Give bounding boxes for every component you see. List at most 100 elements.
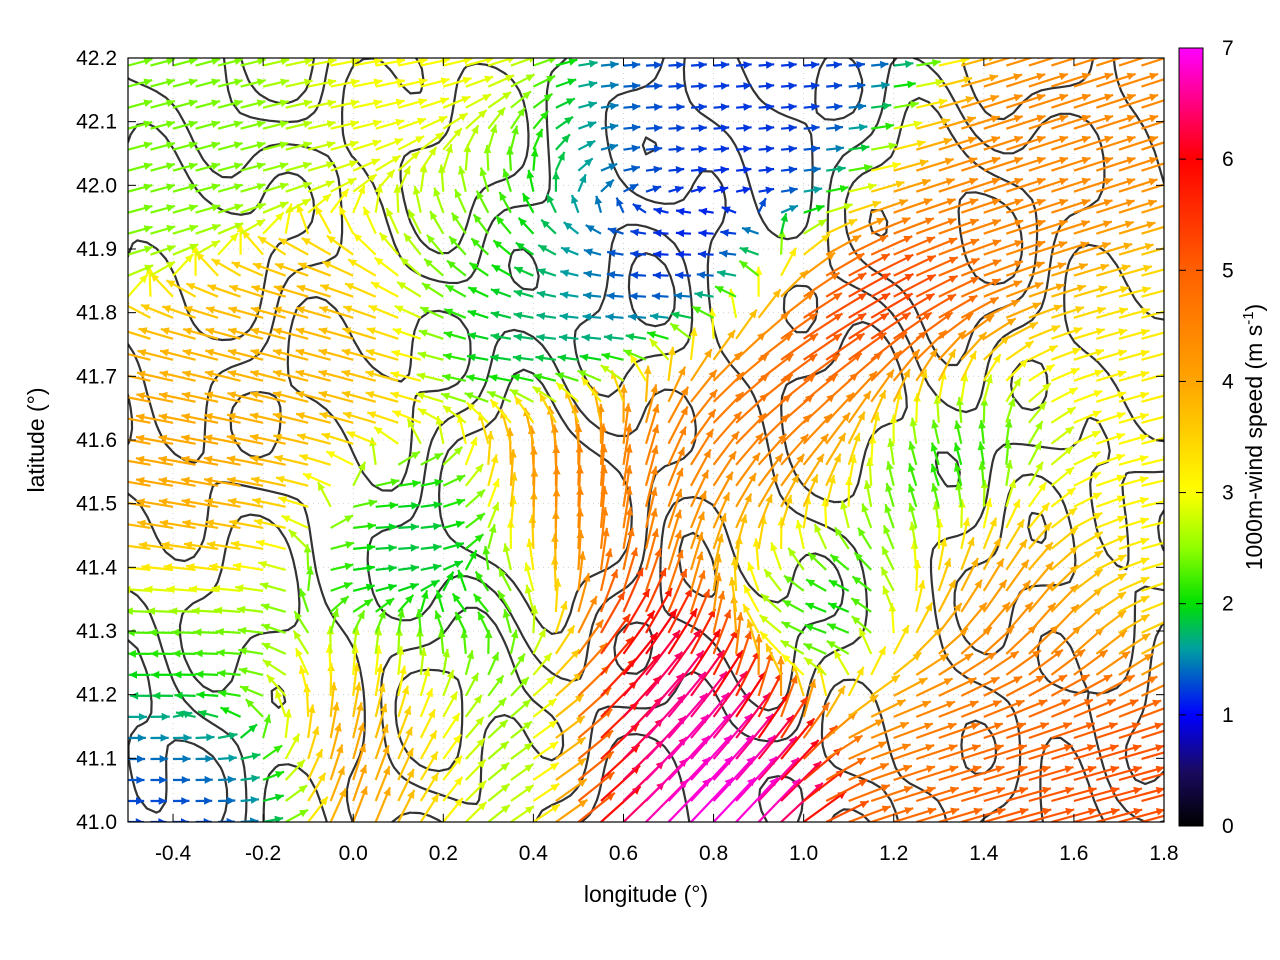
- wind-arrow-head: [1148, 676, 1158, 684]
- wind-arrow-head: [1073, 327, 1083, 335]
- wind-arrow-head: [715, 286, 724, 294]
- wind-arrow: [783, 574, 805, 592]
- wind-arrow-head: [291, 733, 300, 743]
- wind-arrow: [668, 166, 685, 174]
- wind-arrow: [275, 689, 287, 718]
- wind-arrow-head: [416, 372, 426, 380]
- wind-arrow-head: [281, 515, 291, 523]
- wind-arrow: [128, 589, 129, 591]
- wind-arrow-head: [517, 107, 525, 117]
- wind-arrow-head: [720, 103, 730, 111]
- wind-arrow-head: [888, 142, 898, 151]
- wind-arrow: [217, 183, 244, 193]
- wind-arrow-head: [837, 685, 845, 695]
- wind-arrow: [159, 348, 196, 361]
- wind-arrow-head: [1116, 412, 1126, 420]
- wind-arrow: [675, 250, 692, 259]
- wind-arrow: [781, 599, 805, 613]
- wind-arrow: [675, 207, 692, 216]
- wind-arrow-shaft: [667, 608, 698, 655]
- wind-arrow-head: [811, 103, 820, 111]
- wind-arrow-head: [808, 313, 818, 321]
- wind-arrow: [307, 180, 335, 193]
- wind-arrow-head: [236, 605, 246, 614]
- wind-arrow: [983, 722, 1027, 740]
- wind-arrow: [871, 122, 895, 131]
- wind-arrow-head: [435, 132, 444, 141]
- wind-arrow-head: [904, 254, 914, 262]
- wind-arrow-head: [1098, 285, 1108, 293]
- wind-arrow-head: [301, 238, 311, 246]
- wind-arrow: [352, 785, 368, 822]
- wind-arrow: [397, 608, 405, 634]
- wind-arrow-head: [416, 392, 425, 400]
- wind-arrow: [442, 571, 455, 592]
- wind-arrow: [689, 551, 704, 592]
- wind-arrow: [464, 463, 484, 487]
- wind-arrow-head: [418, 408, 427, 416]
- wind-arrow: [892, 348, 921, 382]
- wind-arrow-head: [181, 498, 191, 506]
- wind-arrow: [217, 162, 243, 172]
- wind-arrow: [412, 185, 422, 213]
- wind-arrow: [318, 348, 354, 361]
- wind-arrow-head: [275, 212, 284, 221]
- wind-arrow-head: [238, 667, 248, 675]
- wind-arrow: [577, 619, 605, 655]
- wind-arrow: [1118, 786, 1164, 803]
- wind-arrow: [645, 103, 663, 111]
- wind-arrow-head: [1092, 410, 1102, 418]
- wind-arrow: [651, 292, 669, 301]
- wind-arrow: [533, 373, 557, 382]
- wind-arrow: [555, 115, 574, 130]
- wind-arrow-head: [159, 391, 168, 400]
- wind-arrow: [487, 719, 509, 739]
- wind-arrow-head: [374, 257, 384, 266]
- wind-arrow: [870, 411, 881, 445]
- wind-arrow: [417, 407, 444, 424]
- wind-arrow: [135, 455, 174, 466]
- wind-arrow: [825, 432, 847, 466]
- wind-arrow-head: [471, 672, 479, 682]
- wind-arrow: [594, 195, 603, 213]
- wind-arrow-shaft: [128, 304, 152, 319]
- wind-arrow: [960, 278, 1002, 298]
- wind-arrow: [307, 704, 316, 739]
- wind-arrow-head: [367, 522, 376, 530]
- wind-arrow: [644, 487, 658, 529]
- wind-arrow-head: [577, 370, 587, 378]
- wind-arrow-head: [345, 283, 354, 291]
- wind-arrow: [622, 403, 632, 444]
- wind-arrow: [128, 162, 153, 172]
- wind-arrow-head: [742, 226, 751, 235]
- wind-arrow-head: [676, 145, 685, 153]
- wind-arrow: [555, 778, 588, 802]
- wind-arrow: [1141, 204, 1164, 214]
- wind-arrow: [375, 544, 397, 552]
- wind-arrow-head: [707, 409, 716, 419]
- wind-arrow-head: [91, 477, 100, 485]
- wind-arrow: [1141, 141, 1164, 151]
- wind-arrow-head: [428, 147, 437, 156]
- wind-arrow: [318, 327, 354, 340]
- wind-arrow: [128, 526, 129, 528]
- wind-arrow: [352, 158, 381, 172]
- wind-arrow: [960, 517, 971, 550]
- wind-arrow: [301, 237, 332, 256]
- wind-arrow-head: [550, 783, 560, 792]
- wind-arrow: [1028, 114, 1069, 130]
- wind-arrow: [1050, 425, 1075, 445]
- wind-arrow-shaft: [690, 734, 733, 781]
- wind-arrow-head: [213, 606, 223, 615]
- wind-arrow-head: [522, 91, 531, 100]
- wind-arrow: [172, 99, 198, 109]
- wind-arrow-head: [938, 98, 948, 106]
- wind-arrow-head: [1044, 542, 1053, 552]
- wind-arrow: [780, 696, 809, 739]
- wind-arrow-head: [1148, 156, 1158, 165]
- wind-arrow: [1051, 722, 1096, 740]
- wind-arrow-shaft: [803, 790, 847, 822]
- wind-arrow: [292, 630, 310, 655]
- wind-arrow-head: [1064, 426, 1074, 435]
- wind-arrow-head: [576, 737, 586, 746]
